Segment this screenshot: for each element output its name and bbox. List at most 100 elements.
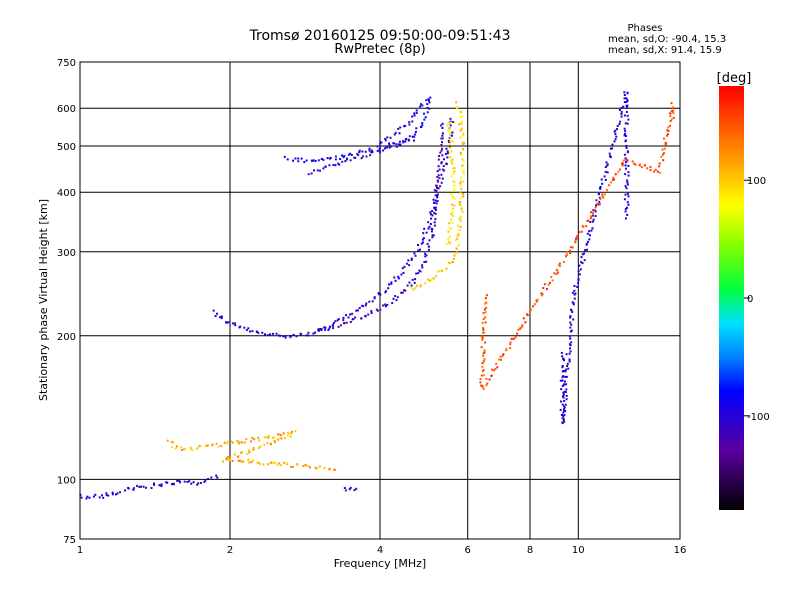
data-point bbox=[626, 179, 629, 182]
data-point bbox=[427, 245, 430, 248]
data-point bbox=[345, 321, 348, 324]
data-point bbox=[140, 485, 142, 488]
data-point bbox=[484, 311, 487, 314]
data-point bbox=[304, 464, 307, 467]
data-point bbox=[286, 158, 289, 161]
data-point bbox=[575, 237, 578, 240]
data-point bbox=[266, 334, 269, 337]
data-point bbox=[434, 209, 437, 211]
data-point bbox=[204, 444, 207, 447]
data-point bbox=[257, 331, 260, 334]
data-point bbox=[549, 281, 551, 284]
data-point bbox=[579, 268, 582, 271]
data-point bbox=[398, 140, 401, 143]
data-point bbox=[310, 172, 313, 175]
data-point bbox=[557, 271, 559, 274]
data-point bbox=[421, 104, 424, 107]
data-point bbox=[482, 318, 485, 321]
data-point bbox=[567, 367, 570, 370]
data-point bbox=[626, 192, 629, 195]
data-point bbox=[277, 462, 280, 465]
data-point bbox=[322, 158, 325, 161]
data-point bbox=[354, 316, 357, 319]
data-point bbox=[570, 308, 572, 311]
data-point bbox=[274, 441, 277, 444]
data-point bbox=[272, 332, 274, 335]
data-point bbox=[561, 355, 564, 358]
x-tick-label: 10 bbox=[572, 545, 585, 556]
data-point bbox=[433, 224, 436, 227]
data-point bbox=[252, 447, 255, 450]
data-point bbox=[481, 321, 484, 324]
data-point bbox=[618, 109, 621, 111]
data-point bbox=[452, 121, 455, 123]
data-point bbox=[428, 107, 431, 110]
data-point bbox=[479, 384, 482, 387]
data-point bbox=[215, 442, 218, 445]
data-point bbox=[297, 160, 300, 163]
data-point bbox=[153, 483, 156, 486]
data-point bbox=[624, 122, 627, 125]
data-point bbox=[625, 158, 628, 161]
data-point bbox=[565, 388, 568, 391]
data-point bbox=[265, 436, 268, 439]
data-point bbox=[308, 466, 311, 469]
data-point bbox=[307, 173, 310, 176]
data-point bbox=[588, 230, 591, 233]
data-point bbox=[388, 146, 391, 149]
data-point bbox=[624, 139, 627, 142]
data-point bbox=[329, 325, 332, 328]
data-point bbox=[568, 352, 571, 355]
data-point bbox=[315, 467, 318, 470]
data-point bbox=[275, 332, 278, 335]
data-point bbox=[370, 151, 373, 154]
data-point bbox=[384, 139, 387, 142]
data-point bbox=[459, 182, 462, 185]
data-point bbox=[436, 193, 439, 196]
data-point bbox=[446, 124, 449, 127]
data-point bbox=[420, 126, 422, 128]
data-point bbox=[425, 231, 428, 234]
data-point bbox=[413, 114, 416, 117]
data-point bbox=[604, 166, 607, 168]
data-point bbox=[459, 176, 462, 179]
data-point bbox=[342, 319, 345, 322]
data-point bbox=[432, 234, 435, 237]
data-point bbox=[334, 155, 337, 158]
data-point bbox=[398, 132, 401, 135]
data-point bbox=[505, 348, 508, 351]
data-point bbox=[621, 162, 624, 165]
data-point bbox=[626, 98, 629, 101]
data-point bbox=[394, 131, 397, 134]
data-point bbox=[606, 164, 609, 167]
data-point bbox=[594, 206, 597, 209]
data-point bbox=[462, 148, 464, 151]
data-point bbox=[433, 201, 436, 204]
data-point bbox=[624, 193, 627, 196]
data-point bbox=[669, 124, 671, 127]
data-point bbox=[585, 225, 588, 228]
data-point bbox=[441, 132, 444, 135]
data-point bbox=[316, 169, 319, 172]
data-point bbox=[427, 98, 430, 101]
data-point bbox=[390, 282, 393, 285]
data-point bbox=[626, 183, 629, 186]
data-point bbox=[590, 215, 593, 218]
data-point bbox=[405, 262, 408, 265]
data-point bbox=[343, 154, 346, 157]
data-point bbox=[415, 272, 418, 275]
data-point bbox=[241, 461, 244, 463]
data-point bbox=[626, 201, 629, 204]
data-point bbox=[451, 195, 454, 198]
data-point bbox=[119, 491, 121, 494]
data-point bbox=[231, 459, 234, 462]
data-point bbox=[390, 281, 393, 284]
data-point bbox=[461, 210, 464, 213]
data-point bbox=[299, 332, 302, 335]
data-point bbox=[384, 303, 387, 306]
data-point bbox=[435, 190, 438, 192]
data-point bbox=[617, 170, 620, 173]
data-point bbox=[643, 164, 646, 167]
data-point bbox=[451, 134, 454, 137]
data-point bbox=[598, 203, 601, 206]
